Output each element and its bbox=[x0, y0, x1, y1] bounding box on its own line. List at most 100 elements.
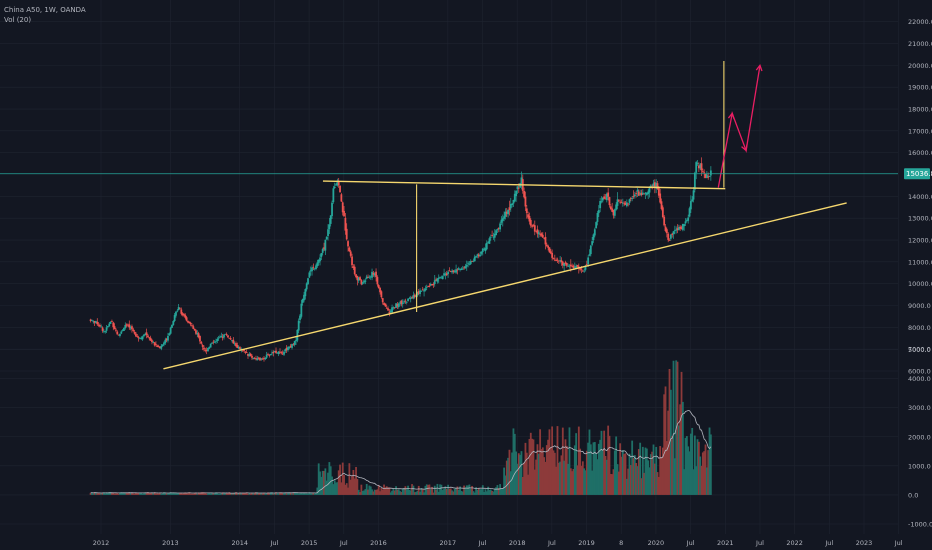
price-tick-label: 18000.0 bbox=[908, 106, 932, 114]
volume-bar bbox=[220, 493, 223, 495]
candle-body bbox=[136, 336, 139, 337]
candle-body bbox=[676, 228, 679, 231]
candle-body bbox=[436, 278, 439, 282]
candle-body bbox=[520, 177, 523, 184]
volume-bar bbox=[332, 484, 335, 495]
candle-body bbox=[659, 193, 662, 203]
volume-bar bbox=[364, 489, 367, 495]
volume-bar bbox=[409, 490, 412, 495]
candle-body bbox=[479, 254, 481, 256]
candle-body bbox=[95, 321, 97, 323]
time-axis[interactable]: 2012 2013 2014 Jul 2015 Jul 2016 2017 Jul 2018 Jul… bbox=[93, 539, 903, 547]
volume-bar bbox=[411, 484, 413, 495]
volume-bar bbox=[556, 426, 559, 495]
volume-bar bbox=[205, 493, 208, 495]
volume-bar bbox=[584, 470, 587, 495]
volume-bar bbox=[459, 486, 461, 495]
candle-body bbox=[239, 347, 241, 350]
candle-body bbox=[151, 340, 153, 343]
candle-body bbox=[416, 291, 419, 296]
candle-body bbox=[643, 193, 646, 195]
candle-body bbox=[251, 355, 253, 358]
volume-bar bbox=[132, 493, 135, 495]
symbol-legend[interactable]: China A50, 1W, OANDA bbox=[4, 6, 86, 14]
candle-body bbox=[328, 224, 331, 230]
candle-body bbox=[671, 233, 674, 235]
candle-body bbox=[383, 302, 385, 305]
candle-body bbox=[249, 353, 252, 356]
volume-bar bbox=[164, 492, 167, 495]
candle-body bbox=[448, 270, 451, 272]
volume-bar bbox=[508, 449, 511, 495]
volume-bar bbox=[389, 492, 392, 495]
price-axis[interactable]: 22000.0 21000.0 20000.0 19000.0 18000.0 17000… bbox=[908, 18, 932, 528]
volume-bar bbox=[203, 492, 205, 495]
volume-bar bbox=[696, 439, 699, 495]
candle-body bbox=[432, 284, 435, 285]
volume-bar bbox=[497, 487, 500, 495]
volume-bar bbox=[500, 488, 503, 495]
last-price-tag-label: 15036.8 bbox=[906, 170, 932, 178]
candle-body bbox=[397, 303, 400, 308]
candle-body bbox=[536, 229, 539, 234]
candle-body bbox=[691, 199, 694, 202]
candle-body bbox=[545, 244, 548, 247]
candle-body bbox=[533, 225, 536, 232]
volume-bar bbox=[415, 491, 417, 495]
candle-body bbox=[471, 261, 473, 262]
volume-bar bbox=[489, 489, 492, 495]
indicator-legend[interactable]: Vol (20) bbox=[4, 16, 32, 24]
candle-body bbox=[525, 208, 528, 213]
candle-body bbox=[283, 351, 285, 355]
volume-bar bbox=[277, 493, 280, 495]
volume-bar bbox=[151, 492, 153, 495]
candle-body bbox=[461, 268, 464, 270]
volume-bar bbox=[381, 489, 384, 495]
volume-bar bbox=[156, 493, 159, 495]
volume-bar bbox=[624, 453, 627, 495]
volume-bar bbox=[247, 493, 249, 495]
volume-bar bbox=[257, 493, 260, 495]
candle-body bbox=[288, 346, 291, 348]
candle-body bbox=[299, 315, 301, 320]
volume-bar bbox=[685, 436, 688, 495]
candle-body bbox=[124, 325, 127, 329]
volume-bar bbox=[349, 479, 352, 495]
volume-bar bbox=[267, 492, 269, 495]
volume-bar bbox=[133, 493, 136, 495]
volume-bar bbox=[140, 492, 143, 495]
time-tick-label: 2017 bbox=[440, 539, 457, 547]
candle-body bbox=[641, 192, 644, 195]
volume-bar bbox=[145, 493, 148, 495]
candle-body bbox=[144, 333, 147, 335]
candle-body bbox=[307, 278, 309, 285]
candle-body bbox=[585, 264, 588, 265]
candle-body bbox=[364, 280, 367, 282]
candle-body bbox=[287, 347, 289, 351]
volume-bar bbox=[689, 433, 692, 495]
volume-bar bbox=[507, 457, 510, 495]
volume-bar bbox=[171, 493, 173, 495]
price-tick-label: 13000.0 bbox=[908, 215, 932, 223]
volume-bar bbox=[453, 488, 456, 495]
candle-body bbox=[664, 226, 667, 232]
volume-bar bbox=[163, 492, 165, 495]
volume-bar bbox=[217, 493, 220, 495]
candle-body bbox=[557, 260, 560, 262]
candle-body bbox=[443, 273, 445, 276]
candle-body bbox=[547, 245, 550, 248]
candle-body bbox=[379, 287, 381, 293]
candle-body bbox=[237, 346, 240, 349]
volume-bar bbox=[239, 492, 241, 495]
volume-bar bbox=[335, 482, 337, 495]
volume-bar bbox=[115, 493, 117, 495]
candle-body bbox=[89, 319, 92, 322]
candle-body bbox=[515, 190, 518, 197]
candle-body bbox=[352, 266, 355, 268]
candle-body bbox=[279, 351, 281, 353]
volume-bar bbox=[443, 488, 445, 495]
volume-bar bbox=[244, 493, 247, 495]
volume-bar bbox=[699, 456, 702, 495]
volume-bar bbox=[209, 493, 212, 495]
volume-bar bbox=[340, 482, 343, 495]
